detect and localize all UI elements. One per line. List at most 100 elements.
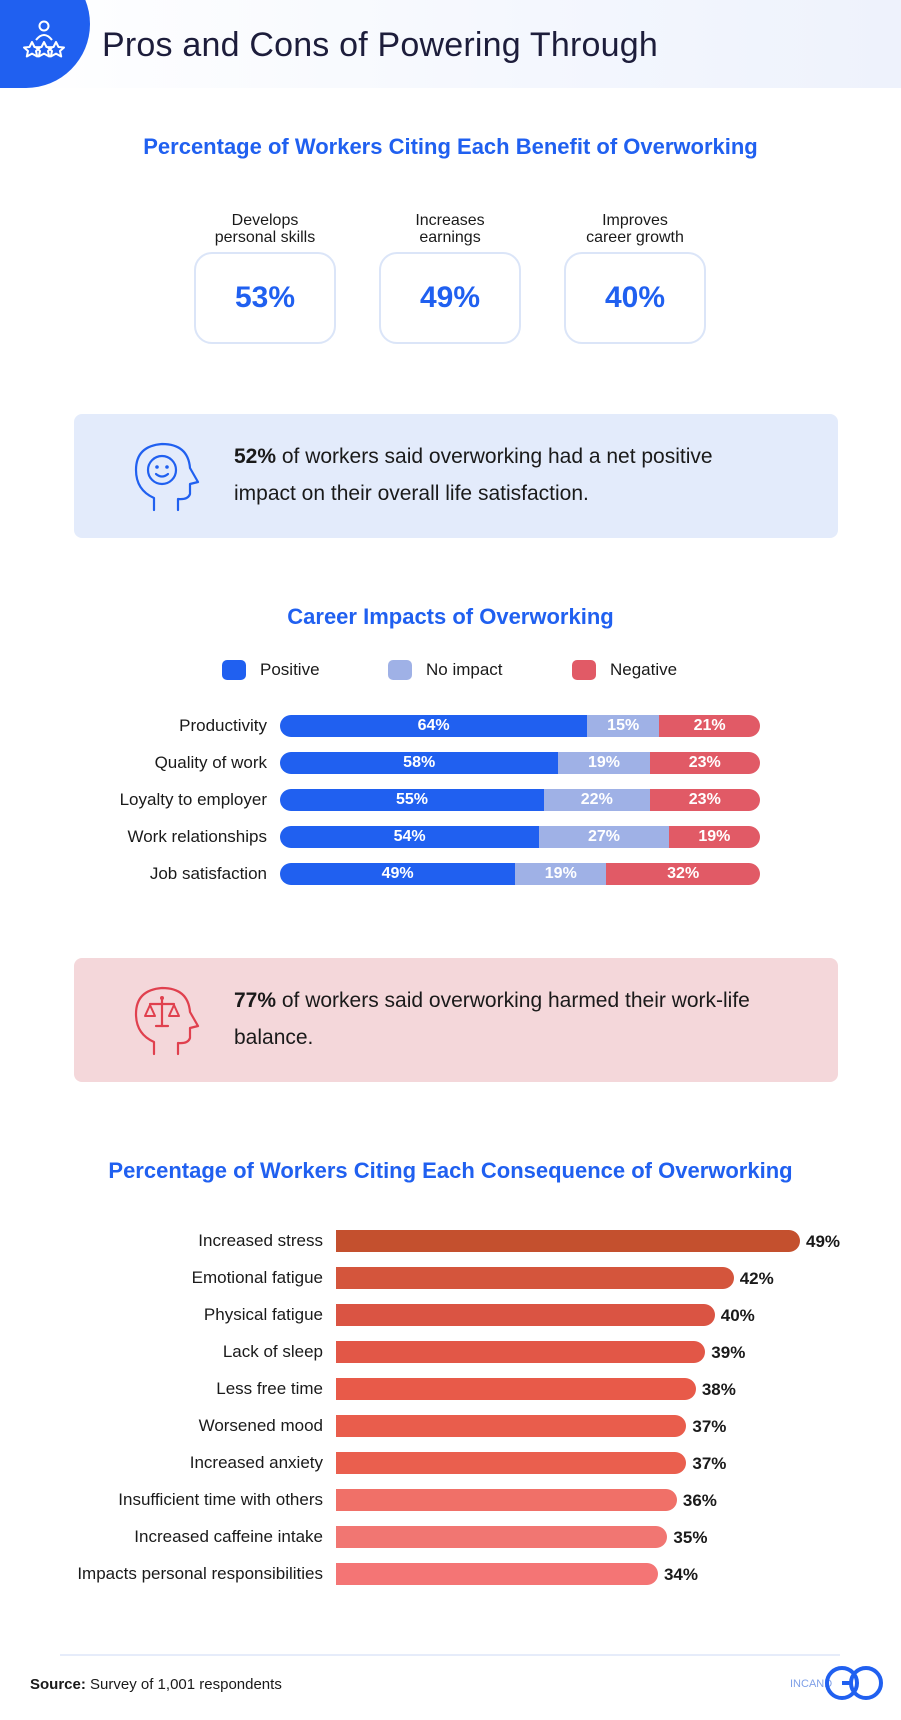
consequence-label: Increased caffeine intake — [134, 1527, 323, 1546]
consequence-value: 35% — [673, 1528, 708, 1547]
bar-segment-negative: 32% — [606, 863, 760, 885]
consequence-label: Increased anxiety — [189, 1453, 323, 1472]
bar-segment-no-impact: 22% — [544, 789, 650, 811]
benefit-label: Improves career growth — [586, 212, 684, 246]
benefit-value: 53% — [194, 252, 336, 344]
bar-segment-no-impact: 15% — [587, 715, 660, 737]
consequence-bar — [336, 1415, 687, 1437]
footer-divider — [60, 1654, 840, 1656]
consequence-value: 34% — [663, 1565, 698, 1584]
consequence-bar — [336, 1378, 696, 1400]
positive-callout-text: 52% of workers said overworking had a ne… — [234, 445, 713, 505]
consequence-label: Insufficient time with others — [118, 1490, 323, 1509]
career-impacts-title: Career Impacts of Overworking — [287, 604, 614, 629]
career-impact-label: Quality of work — [154, 753, 267, 772]
consequence-row: Emotional fatigue 42% — [0, 1267, 901, 1289]
bar-segment-no-impact: 19% — [558, 752, 650, 774]
legend-label: Negative — [610, 660, 678, 679]
career-impact-label: Productivity — [179, 716, 267, 735]
consequence-label: Lack of sleep — [222, 1342, 323, 1361]
consequence-value: 42% — [739, 1269, 774, 1288]
bar-segment-negative: 19% — [668, 826, 760, 848]
consequence-label: Physical fatigue — [203, 1305, 323, 1324]
page-title: Pros and Cons of Powering Through — [102, 26, 658, 64]
bar-segment-positive: 49% — [280, 863, 516, 885]
consequence-row: Physical fatigue 40% — [0, 1304, 901, 1326]
incandgo-logo: INCAND — [790, 1666, 883, 1700]
benefit-card-career-growth: Improves career growth 40% — [564, 206, 706, 344]
career-impact-label: Loyalty to employer — [119, 790, 267, 809]
consequence-bar — [336, 1489, 677, 1511]
career-impact-label: Job satisfaction — [149, 864, 267, 883]
legend-label: Positive — [260, 660, 320, 679]
source-note: Source: Survey of 1,001 respondents — [30, 1676, 282, 1693]
career-impact-row: Productivity 64% 15% 21% — [0, 715, 901, 737]
career-impact-bar: 64% 15% 21% — [280, 715, 760, 737]
benefit-value: 40% — [564, 252, 706, 344]
negative-callout-text: 77% of workers said overworking harmed t… — [234, 989, 750, 1049]
consequence-label: Impacts personal responsibilities — [77, 1564, 323, 1583]
legend-label: No impact — [426, 660, 503, 679]
consequence-row: Insufficient time with others 36% — [0, 1489, 901, 1511]
benefit-label: Increases earnings — [415, 212, 485, 246]
consequence-value: 38% — [701, 1380, 736, 1399]
legend-swatch-positive — [222, 660, 246, 680]
benefit-card-skills: Develops personal skills 53% — [194, 206, 336, 344]
consequence-value: 37% — [692, 1417, 727, 1436]
benefit-card-earnings: Increases earnings 49% — [379, 206, 521, 344]
consequence-row: Less free time 38% — [0, 1378, 901, 1400]
career-impact-bar: 58% 19% 23% — [280, 752, 760, 774]
svg-text:INCAND: INCAND — [790, 1678, 832, 1690]
benefit-label: Develops personal skills — [214, 212, 316, 246]
consequence-row: Lack of sleep 39% — [0, 1341, 901, 1363]
consequence-value: 37% — [692, 1454, 727, 1473]
consequence-bar — [336, 1341, 706, 1363]
team-stars-icon — [23, 20, 65, 58]
legend-swatch-no-impact — [388, 660, 412, 680]
consequence-row: Worsened mood 37% — [0, 1415, 901, 1437]
consequence-bar — [336, 1230, 800, 1252]
consequences-title: Percentage of Workers Citing Each Conseq… — [108, 1158, 793, 1183]
bar-segment-negative: 23% — [649, 752, 760, 774]
balance-head-icon — [134, 986, 200, 1056]
bar-segment-negative: 21% — [659, 715, 760, 737]
legend-item-no-impact: No impact — [388, 660, 503, 680]
career-legend: Positive No impact Negative — [0, 660, 901, 686]
consequence-row: Increased anxiety 37% — [0, 1452, 901, 1474]
bar-segment-negative: 23% — [649, 789, 760, 811]
consequence-label: Less free time — [216, 1379, 323, 1398]
consequence-label: Worsened mood — [198, 1416, 323, 1435]
career-impact-bar: 54% 27% 19% — [280, 826, 760, 848]
career-impact-row: Quality of work 58% 19% 23% — [0, 752, 901, 774]
negative-callout: 77% of workers said overworking harmed t… — [74, 958, 838, 1082]
career-impact-bar: 49% 19% 32% — [280, 863, 760, 885]
consequence-value: 39% — [711, 1343, 746, 1362]
bar-segment-no-impact: 27% — [539, 826, 669, 848]
bar-segment-no-impact: 19% — [515, 863, 607, 885]
consequence-row: Increased caffeine intake 35% — [0, 1526, 901, 1548]
header-banner: Pros and Cons of Powering Through — [0, 0, 901, 88]
happy-head-icon — [134, 442, 200, 512]
consequence-row: Increased stress 49% — [0, 1230, 901, 1252]
consequence-value: 36% — [682, 1491, 717, 1510]
benefits-title: Percentage of Workers Citing Each Benefi… — [143, 134, 758, 159]
consequence-bar — [336, 1304, 715, 1326]
consequence-label: Increased stress — [198, 1231, 323, 1250]
career-impact-row: Work relationships 54% 27% 19% — [0, 826, 901, 848]
bar-segment-positive: 54% — [280, 826, 540, 848]
legend-item-negative: Negative — [572, 660, 677, 680]
consequence-value: 40% — [720, 1306, 755, 1325]
consequence-value: 49% — [806, 1232, 841, 1251]
consequence-bar — [336, 1452, 687, 1474]
consequence-bar — [336, 1267, 734, 1289]
bar-segment-positive: 58% — [280, 752, 559, 774]
consequence-bar — [336, 1526, 668, 1548]
positive-callout: 52% of workers said overworking had a ne… — [74, 414, 838, 538]
benefit-value: 49% — [379, 252, 521, 344]
career-impact-bar: 55% 22% 23% — [280, 789, 760, 811]
legend-item-positive: Positive — [222, 660, 320, 680]
career-impact-label: Work relationships — [127, 827, 267, 846]
legend-swatch-negative — [572, 660, 596, 680]
consequence-bar — [336, 1563, 658, 1585]
bar-segment-positive: 64% — [280, 715, 588, 737]
